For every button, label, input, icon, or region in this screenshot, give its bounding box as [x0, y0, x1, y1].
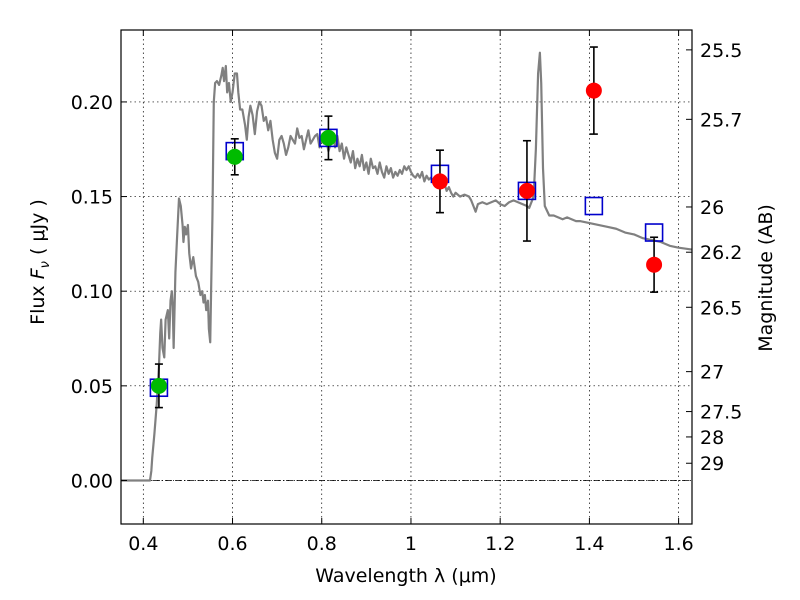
data-point-3-1: [518, 182, 535, 199]
data-point-3-0: [431, 173, 448, 190]
series-detections-red-: [431, 46, 663, 293]
right-tick-label-4: 26.5: [700, 297, 742, 319]
y-axis-label: Flux Fν ( μJy ): [27, 199, 53, 325]
x-axis-label: Wavelength λ (μm): [315, 565, 496, 587]
y-tick-label-2: 0.10: [71, 281, 113, 303]
right-tick-label-6: 27.5: [700, 402, 742, 424]
series: [121, 46, 693, 482]
data-point-2-2: [320, 129, 337, 146]
right-tick-label-7: 28: [700, 427, 724, 449]
right-tick-label-2: 26: [700, 197, 724, 219]
y-tick-label-1: 0.05: [71, 376, 113, 398]
y-axis-ticks: 0.00 0.05 0.10 0.15 0.20: [71, 92, 127, 492]
grid: [121, 30, 692, 524]
right-tick-label-8: 29: [700, 453, 724, 475]
y-tick-label-3: 0.15: [71, 187, 113, 209]
right-tick-label-0: 25.5: [700, 40, 742, 62]
data-point-3-2: [585, 82, 602, 99]
series-detections-green-: [150, 115, 337, 409]
x-tick-label-6: 1.6: [664, 533, 694, 555]
plot-frame: [120, 29, 693, 525]
y-tick-label-0: 0.00: [71, 470, 113, 492]
x-tick-label-3: 1: [405, 533, 417, 555]
model-square-5: [584, 196, 604, 216]
data-point-3-3: [646, 256, 663, 273]
x-tick-label-2: 0.8: [307, 533, 337, 555]
right-axis-label: Magnitude (AB): [755, 204, 777, 352]
data-point-2-1: [226, 148, 243, 165]
x-tick-label-4: 1.2: [485, 533, 515, 555]
right-tick-label-1: 25.7: [700, 109, 742, 131]
data-point-2-0: [150, 377, 167, 394]
right-tick-label-5: 27: [700, 362, 724, 384]
y-tick-label-4: 0.20: [71, 92, 113, 114]
x-tick-label-5: 1.4: [574, 533, 604, 555]
x-axis-ticks: 0.4 0.6 0.8 1 1.2 1.4 1.6: [128, 30, 694, 555]
right-axis-ticks: 25.5 25.7 26 26.2 26.5 27 27.5 28 29: [686, 40, 742, 475]
right-tick-label-3: 26.2: [700, 242, 742, 264]
x-tick-label-0: 0.4: [128, 533, 158, 555]
x-tick-label-1: 0.6: [217, 533, 247, 555]
